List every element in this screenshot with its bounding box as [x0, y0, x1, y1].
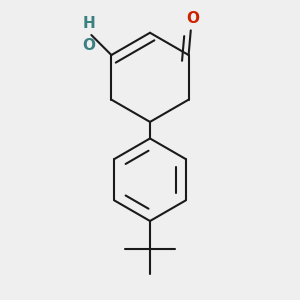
Text: H: H — [82, 16, 95, 31]
Text: O: O — [82, 38, 95, 53]
Text: O: O — [186, 11, 199, 26]
